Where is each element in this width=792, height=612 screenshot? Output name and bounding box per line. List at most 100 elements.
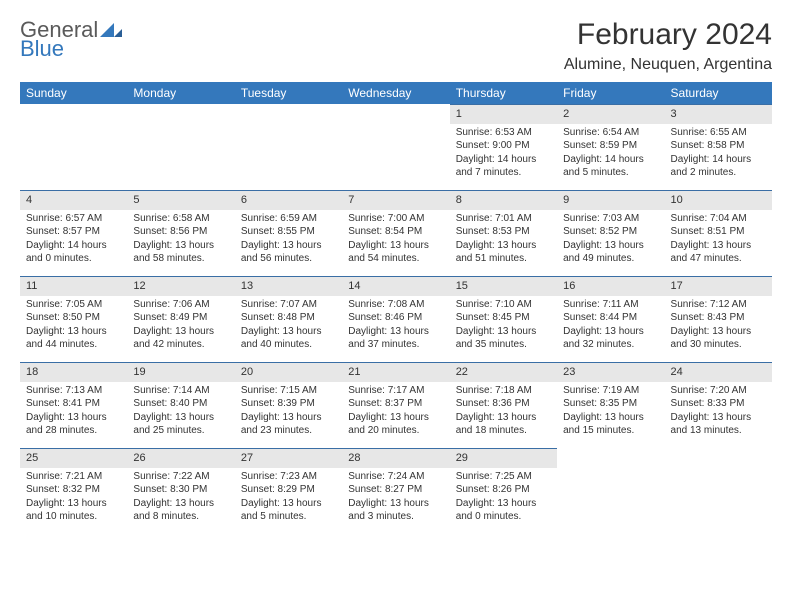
sunset-line: Sunset: 8:41 PM <box>26 397 121 411</box>
day-number-bar: 28 <box>342 448 449 468</box>
sunset-line: Sunset: 8:29 PM <box>241 483 336 497</box>
sunset-line: Sunset: 8:48 PM <box>241 311 336 325</box>
daylight-line: Daylight: 14 hours and 7 minutes. <box>456 153 551 180</box>
day-detail: Sunrise: 7:10 AMSunset: 8:45 PMDaylight:… <box>450 296 557 356</box>
calendar-cell <box>235 104 342 190</box>
calendar-cell <box>665 448 772 534</box>
calendar-cell: 2Sunrise: 6:54 AMSunset: 8:59 PMDaylight… <box>557 104 664 190</box>
sunrise-line: Sunrise: 7:01 AM <box>456 212 551 226</box>
weekday-header: Thursday <box>450 82 557 104</box>
brand-logo: General Blue <box>20 18 122 60</box>
day-detail: Sunrise: 7:08 AMSunset: 8:46 PMDaylight:… <box>342 296 449 356</box>
day-detail: Sunrise: 7:15 AMSunset: 8:39 PMDaylight:… <box>235 382 342 442</box>
calendar-cell: 1Sunrise: 6:53 AMSunset: 9:00 PMDaylight… <box>450 104 557 190</box>
daylight-line: Daylight: 13 hours and 49 minutes. <box>563 239 658 266</box>
calendar-cell <box>127 104 234 190</box>
day-number-bar: 5 <box>127 190 234 210</box>
calendar-cell: 23Sunrise: 7:19 AMSunset: 8:35 PMDayligh… <box>557 362 664 448</box>
calendar-cell: 5Sunrise: 6:58 AMSunset: 8:56 PMDaylight… <box>127 190 234 276</box>
weekday-header: Monday <box>127 82 234 104</box>
calendar-cell <box>557 448 664 534</box>
sunset-line: Sunset: 8:36 PM <box>456 397 551 411</box>
calendar-cell: 12Sunrise: 7:06 AMSunset: 8:49 PMDayligh… <box>127 276 234 362</box>
day-detail: Sunrise: 7:20 AMSunset: 8:33 PMDaylight:… <box>665 382 772 442</box>
day-detail: Sunrise: 7:22 AMSunset: 8:30 PMDaylight:… <box>127 468 234 528</box>
brand-text: General Blue <box>20 18 122 60</box>
sunset-line: Sunset: 8:50 PM <box>26 311 121 325</box>
day-number-bar: 21 <box>342 362 449 382</box>
daylight-line: Daylight: 13 hours and 40 minutes. <box>241 325 336 352</box>
calendar-cell: 15Sunrise: 7:10 AMSunset: 8:45 PMDayligh… <box>450 276 557 362</box>
daylight-line: Daylight: 13 hours and 51 minutes. <box>456 239 551 266</box>
day-number-bar: 11 <box>20 276 127 296</box>
day-detail: Sunrise: 7:17 AMSunset: 8:37 PMDaylight:… <box>342 382 449 442</box>
sunrise-line: Sunrise: 6:58 AM <box>133 212 228 226</box>
day-number-bar: 6 <box>235 190 342 210</box>
day-detail: Sunrise: 7:12 AMSunset: 8:43 PMDaylight:… <box>665 296 772 356</box>
day-detail: Sunrise: 6:58 AMSunset: 8:56 PMDaylight:… <box>127 210 234 270</box>
calendar-cell: 9Sunrise: 7:03 AMSunset: 8:52 PMDaylight… <box>557 190 664 276</box>
daylight-line: Daylight: 13 hours and 23 minutes. <box>241 411 336 438</box>
sunrise-line: Sunrise: 6:57 AM <box>26 212 121 226</box>
day-detail: Sunrise: 7:14 AMSunset: 8:40 PMDaylight:… <box>127 382 234 442</box>
day-detail: Sunrise: 7:03 AMSunset: 8:52 PMDaylight:… <box>557 210 664 270</box>
sunset-line: Sunset: 8:54 PM <box>348 225 443 239</box>
calendar-cell: 20Sunrise: 7:15 AMSunset: 8:39 PMDayligh… <box>235 362 342 448</box>
sunset-line: Sunset: 8:27 PM <box>348 483 443 497</box>
day-detail: Sunrise: 7:06 AMSunset: 8:49 PMDaylight:… <box>127 296 234 356</box>
day-number-bar: 19 <box>127 362 234 382</box>
day-number-bar: 7 <box>342 190 449 210</box>
day-detail: Sunrise: 7:18 AMSunset: 8:36 PMDaylight:… <box>450 382 557 442</box>
sunrise-line: Sunrise: 7:25 AM <box>456 470 551 484</box>
sunrise-line: Sunrise: 7:22 AM <box>133 470 228 484</box>
sunset-line: Sunset: 8:52 PM <box>563 225 658 239</box>
daylight-line: Daylight: 13 hours and 10 minutes. <box>26 497 121 524</box>
brand-mark-icon <box>100 18 122 41</box>
calendar-cell: 25Sunrise: 7:21 AMSunset: 8:32 PMDayligh… <box>20 448 127 534</box>
sunrise-line: Sunrise: 7:15 AM <box>241 384 336 398</box>
sunrise-line: Sunrise: 7:21 AM <box>26 470 121 484</box>
calendar-cell <box>20 104 127 190</box>
sunset-line: Sunset: 8:26 PM <box>456 483 551 497</box>
sunset-line: Sunset: 8:44 PM <box>563 311 658 325</box>
calendar-cell: 10Sunrise: 7:04 AMSunset: 8:51 PMDayligh… <box>665 190 772 276</box>
daylight-line: Daylight: 13 hours and 42 minutes. <box>133 325 228 352</box>
day-detail: Sunrise: 7:05 AMSunset: 8:50 PMDaylight:… <box>20 296 127 356</box>
day-number-bar: 17 <box>665 276 772 296</box>
calendar-cell: 16Sunrise: 7:11 AMSunset: 8:44 PMDayligh… <box>557 276 664 362</box>
calendar-week-row: 25Sunrise: 7:21 AMSunset: 8:32 PMDayligh… <box>20 448 772 534</box>
sunrise-line: Sunrise: 7:24 AM <box>348 470 443 484</box>
daylight-line: Daylight: 13 hours and 30 minutes. <box>671 325 766 352</box>
sunrise-line: Sunrise: 6:55 AM <box>671 126 766 140</box>
day-detail: Sunrise: 7:25 AMSunset: 8:26 PMDaylight:… <box>450 468 557 528</box>
day-detail: Sunrise: 7:21 AMSunset: 8:32 PMDaylight:… <box>20 468 127 528</box>
sunset-line: Sunset: 8:39 PM <box>241 397 336 411</box>
sunset-line: Sunset: 8:30 PM <box>133 483 228 497</box>
weekday-header: Wednesday <box>342 82 449 104</box>
calendar-cell: 22Sunrise: 7:18 AMSunset: 8:36 PMDayligh… <box>450 362 557 448</box>
sunrise-line: Sunrise: 6:54 AM <box>563 126 658 140</box>
sunset-line: Sunset: 8:49 PM <box>133 311 228 325</box>
sunrise-line: Sunrise: 6:53 AM <box>456 126 551 140</box>
sunset-line: Sunset: 8:33 PM <box>671 397 766 411</box>
day-detail: Sunrise: 6:53 AMSunset: 9:00 PMDaylight:… <box>450 124 557 184</box>
sunrise-line: Sunrise: 7:17 AM <box>348 384 443 398</box>
sunrise-line: Sunrise: 7:19 AM <box>563 384 658 398</box>
header: General Blue February 2024 Alumine, Neuq… <box>20 18 772 74</box>
calendar-cell: 24Sunrise: 7:20 AMSunset: 8:33 PMDayligh… <box>665 362 772 448</box>
calendar-cell: 17Sunrise: 7:12 AMSunset: 8:43 PMDayligh… <box>665 276 772 362</box>
sunset-line: Sunset: 8:35 PM <box>563 397 658 411</box>
day-number-bar: 1 <box>450 104 557 124</box>
daylight-line: Daylight: 13 hours and 28 minutes. <box>26 411 121 438</box>
calendar-week-row: 1Sunrise: 6:53 AMSunset: 9:00 PMDaylight… <box>20 104 772 190</box>
day-number-bar: 27 <box>235 448 342 468</box>
day-detail: Sunrise: 7:00 AMSunset: 8:54 PMDaylight:… <box>342 210 449 270</box>
day-detail: Sunrise: 7:24 AMSunset: 8:27 PMDaylight:… <box>342 468 449 528</box>
day-number-bar: 25 <box>20 448 127 468</box>
sunset-line: Sunset: 8:53 PM <box>456 225 551 239</box>
calendar-cell: 19Sunrise: 7:14 AMSunset: 8:40 PMDayligh… <box>127 362 234 448</box>
sunset-line: Sunset: 8:40 PM <box>133 397 228 411</box>
daylight-line: Daylight: 13 hours and 47 minutes. <box>671 239 766 266</box>
calendar-body: 1Sunrise: 6:53 AMSunset: 9:00 PMDaylight… <box>20 104 772 534</box>
day-detail: Sunrise: 7:13 AMSunset: 8:41 PMDaylight:… <box>20 382 127 442</box>
